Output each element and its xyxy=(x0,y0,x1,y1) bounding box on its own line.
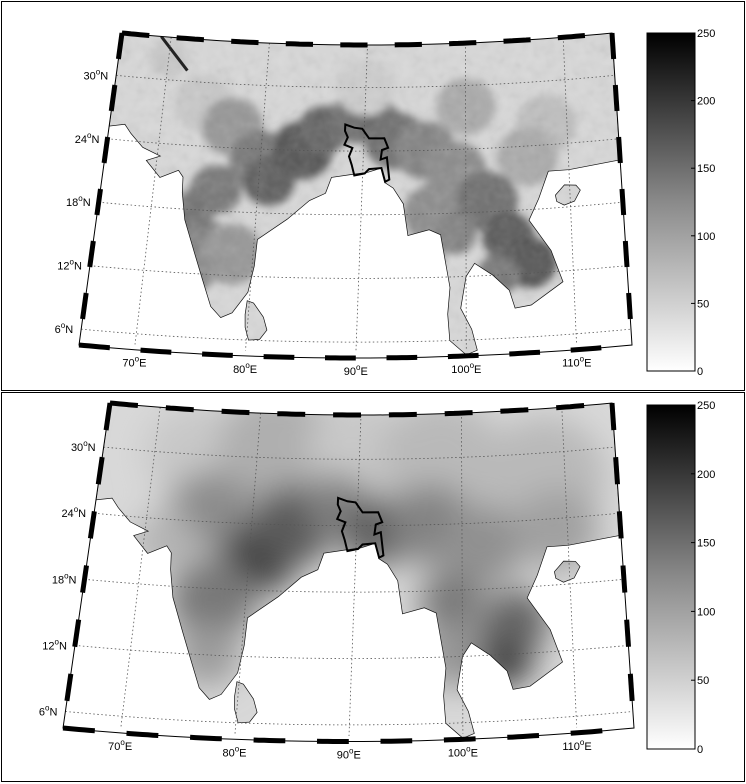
map-area xyxy=(63,403,634,742)
colorbar-gradient xyxy=(646,32,696,372)
lat-label: 6oN xyxy=(55,321,74,336)
colorbar-tick-label: 0 xyxy=(697,744,703,756)
colorbar-tick-label: 200 xyxy=(697,469,715,481)
lon-label: 90oE xyxy=(337,747,361,762)
coastline xyxy=(234,681,258,724)
colorbar-gradient xyxy=(646,404,696,750)
colorbar-tick-label: 0 xyxy=(697,366,703,378)
map-frame xyxy=(78,30,633,361)
colorbar-tick-label: 50 xyxy=(697,298,709,310)
bangladesh-border xyxy=(343,123,391,184)
lat-label: 18oN xyxy=(52,571,77,586)
colorbar-tick-label: 50 xyxy=(697,675,709,687)
lat-label: 24oN xyxy=(75,131,100,146)
lon-label: 100oE xyxy=(448,744,478,759)
lon-label: 80oE xyxy=(222,744,246,759)
colorbar-tick-label: 100 xyxy=(697,606,715,618)
lon-label: 70oE xyxy=(122,355,146,370)
map-bottom-svg: 30oN 24oN 18oN 12oN 6oN 70oE 80oE 90oE 100oE 110o… xyxy=(39,400,715,762)
colorbar-tick-label: 250 xyxy=(697,400,715,412)
lat-label: 12oN xyxy=(57,258,82,273)
coastline xyxy=(555,184,581,206)
map-top-svg: 30oN 24oN 18oN 12oN 6oN 70oE 80oE 90oE 100oE 110o… xyxy=(55,28,716,378)
coastline xyxy=(244,300,268,341)
panel-frame xyxy=(1,1,745,391)
lat-label: 18oN xyxy=(66,194,91,209)
lat-label: 6oN xyxy=(39,704,58,719)
lon-label: 110oE xyxy=(562,738,591,753)
colorbar-tick-label: 250 xyxy=(697,28,715,40)
lon-label: 80oE xyxy=(233,361,257,376)
colorbar-tick-label: 150 xyxy=(697,538,715,550)
lat-label: 24oN xyxy=(61,505,86,520)
map-frame xyxy=(62,400,635,744)
map-panel-top: 30oN 24oN 18oN 12oN 6oN 70oE 80oE 90oE 100oE 110o… xyxy=(0,0,746,392)
colorbar-tick-label: 100 xyxy=(697,231,715,243)
lat-label: 30oN xyxy=(71,439,96,454)
coastline xyxy=(554,560,581,583)
lat-label: 12oN xyxy=(42,637,67,652)
map-panel-bottom: 30oN 24oN 18oN 12oN 6oN 70oE 80oE 90oE 100oE 110o… xyxy=(0,391,746,783)
bangladesh-border xyxy=(335,496,385,560)
lat-label: 30oN xyxy=(84,67,109,82)
map-area xyxy=(81,33,632,356)
lon-label: 100oE xyxy=(451,361,481,376)
graticule xyxy=(65,407,633,737)
lon-label: 90oE xyxy=(344,363,368,378)
colorbar-tick-label: 200 xyxy=(697,96,715,108)
lon-label: 110oE xyxy=(562,355,591,370)
colorbar-tick-label: 150 xyxy=(697,163,715,175)
colorbar: 0 50 100 150 200 250 xyxy=(646,28,715,378)
graticule xyxy=(81,37,632,353)
colorbar: 0 50 100 150 200 250 xyxy=(646,400,715,756)
lon-label: 70oE xyxy=(108,738,132,753)
panel-frame xyxy=(1,392,745,782)
